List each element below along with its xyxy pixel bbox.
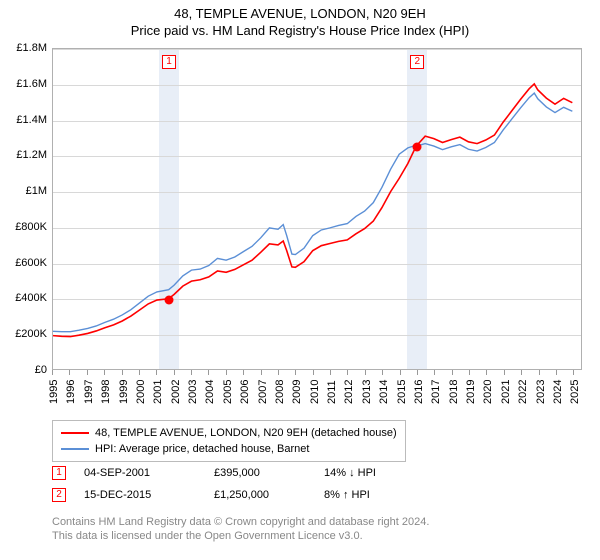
legend-swatch-hpi	[61, 448, 89, 450]
x-axis-label: 2003	[187, 380, 199, 404]
x-axis-label: 2014	[378, 380, 390, 404]
x-axis-label: 2025	[569, 380, 581, 404]
legend-row-property: 48, TEMPLE AVENUE, LONDON, N20 9EH (deta…	[61, 425, 397, 441]
legend-label-property: 48, TEMPLE AVENUE, LONDON, N20 9EH (deta…	[95, 427, 397, 439]
x-axis-label: 2009	[291, 380, 303, 404]
x-axis-label: 2021	[500, 380, 512, 404]
sale-dot-2	[413, 143, 422, 152]
series-line-property	[53, 84, 572, 337]
legend-swatch-property	[61, 432, 89, 434]
title-subtitle: Price paid vs. HM Land Registry's House …	[0, 23, 600, 38]
chart-plot-area: 12	[52, 48, 582, 370]
x-axis-label: 1999	[118, 380, 130, 404]
sale-marker-chart-2: 2	[410, 55, 424, 69]
x-axis-label: 1997	[83, 380, 95, 404]
sale-delta-1: 14% ↓ HPI	[324, 467, 424, 479]
x-axis-label: 2002	[170, 380, 182, 404]
x-axis-label: 2004	[204, 380, 216, 404]
sale-marker-2: 2	[52, 488, 66, 502]
sale-price-2: £1,250,000	[214, 489, 324, 501]
footer-line-1: Contains HM Land Registry data © Crown c…	[52, 516, 429, 528]
sale-date-1: 04-SEP-2001	[84, 467, 214, 479]
y-axis-label: £400K	[15, 292, 47, 304]
sale-delta-2: 8% ↑ HPI	[324, 489, 424, 501]
sale-dot-1	[165, 296, 174, 305]
sale-marker-1: 1	[52, 466, 66, 480]
x-axis-label: 2011	[326, 380, 338, 404]
y-axis-label: £0	[35, 364, 47, 376]
chart-container: 48, TEMPLE AVENUE, LONDON, N20 9EH Price…	[0, 0, 600, 560]
x-axis-label: 2001	[152, 380, 164, 404]
y-axis-label: £1.2M	[16, 149, 47, 161]
y-axis-label: £1.4M	[16, 114, 47, 126]
sale-row-1: 1 04-SEP-2001 £395,000 14% ↓ HPI	[52, 466, 424, 480]
sale-date-2: 15-DEC-2015	[84, 489, 214, 501]
legend-label-hpi: HPI: Average price, detached house, Barn…	[95, 443, 309, 455]
x-axis-label: 1996	[65, 380, 77, 404]
footer-line-2: This data is licensed under the Open Gov…	[52, 530, 363, 542]
y-axis-label: £800K	[15, 221, 47, 233]
x-axis-label: 2008	[274, 380, 286, 404]
x-axis-label: 2010	[309, 380, 321, 404]
y-axis-label: £1M	[26, 185, 47, 197]
x-axis-label: 2020	[482, 380, 494, 404]
x-axis-label: 2023	[535, 380, 547, 404]
x-axis-label: 2006	[239, 380, 251, 404]
title-block: 48, TEMPLE AVENUE, LONDON, N20 9EH Price…	[0, 0, 600, 38]
x-axis-label: 2015	[396, 380, 408, 404]
x-axis-label: 2013	[361, 380, 373, 404]
x-axis-label: 2007	[257, 380, 269, 404]
x-axis-label: 1998	[100, 380, 112, 404]
y-axis-label: £200K	[15, 328, 47, 340]
sale-row-2: 2 15-DEC-2015 £1,250,000 8% ↑ HPI	[52, 488, 424, 502]
x-axis-label: 2018	[448, 380, 460, 404]
sale-price-1: £395,000	[214, 467, 324, 479]
x-axis-label: 2012	[343, 380, 355, 404]
x-axis-label: 2016	[413, 380, 425, 404]
legend: 48, TEMPLE AVENUE, LONDON, N20 9EH (deta…	[52, 420, 406, 462]
series-line-hpi	[53, 93, 572, 332]
x-axis-label: 2022	[517, 380, 529, 404]
title-address: 48, TEMPLE AVENUE, LONDON, N20 9EH	[0, 6, 600, 21]
x-axis-label: 2019	[465, 380, 477, 404]
x-axis-label: 1995	[48, 380, 60, 404]
x-axis-label: 2017	[430, 380, 442, 404]
y-axis-label: £600K	[15, 257, 47, 269]
chart-lines-svg	[53, 49, 581, 369]
y-axis-label: £1.6M	[16, 78, 47, 90]
legend-row-hpi: HPI: Average price, detached house, Barn…	[61, 441, 397, 457]
x-axis-label: 2005	[222, 380, 234, 404]
sale-marker-chart-1: 1	[162, 55, 176, 69]
y-axis-label: £1.8M	[16, 42, 47, 54]
x-axis-label: 2000	[135, 380, 147, 404]
x-axis-label: 2024	[552, 380, 564, 404]
